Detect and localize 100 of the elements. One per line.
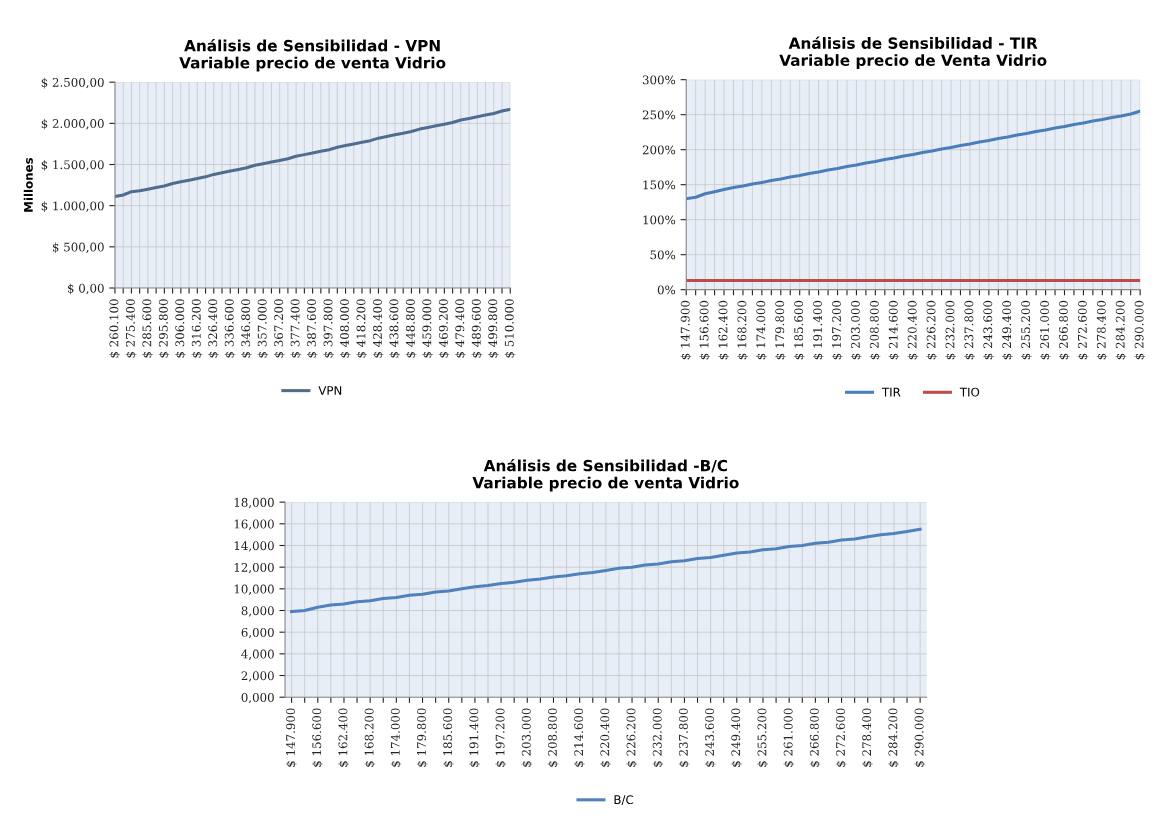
x-tick-label: $ 510.000 — [504, 299, 516, 358]
x-tick-label: $ 156.600 — [699, 300, 711, 360]
x-tick-label: $ 357.000 — [257, 299, 269, 358]
chart-title: Análisis de Sensibilidad - TIR — [788, 36, 1038, 49]
x-tick-label: $ 489.600 — [471, 299, 483, 358]
x-tick-label: $ 214.600 — [573, 708, 585, 767]
y-tick-label: $ 2.000,00 — [41, 118, 104, 130]
x-tick-label: $ 469.200 — [438, 299, 450, 358]
y-tick-label: $ 500,00 — [52, 242, 104, 254]
line-series — [686, 109, 1141, 201]
x-tick-label: $ 284.200 — [888, 708, 899, 767]
line-series — [290, 527, 922, 614]
x-tick-label: $ 272.600 — [835, 708, 847, 767]
x-tick-label: $ 479.400 — [455, 299, 466, 358]
x-tick-label: $ 275.400 — [125, 299, 137, 358]
y-tick-label: 14,000 — [234, 541, 274, 552]
x-tick-label: $ 237.800 — [964, 300, 975, 360]
x-tick-label: $ 208.800 — [869, 300, 881, 360]
line-series — [114, 107, 511, 199]
chart-title: Análisis de Sensibilidad -B/C — [483, 458, 728, 473]
x-tick-label: $ 249.400 — [1002, 300, 1013, 360]
y-tick-label: 8,000 — [241, 606, 274, 617]
x-tick-label: $ 197.200 — [831, 300, 843, 360]
y-tick-label: $ 1.500,00 — [41, 160, 104, 171]
y-tick-label: 6,000 — [241, 627, 274, 639]
y-tick-label: $ 2.500,00 — [41, 77, 104, 89]
x-tick-label: $ 397.800 — [323, 299, 335, 358]
x-tick-label: $ 243.600 — [704, 708, 716, 767]
x-tick-label: $ 266.800 — [809, 708, 821, 767]
y-axis-title: Millones — [23, 157, 33, 212]
x-tick-label: $ 285.600 — [142, 299, 153, 358]
x-tick-label: $ 438.600 — [389, 299, 400, 358]
x-tick-label: $ 156.600 — [312, 708, 323, 767]
x-tick-label: $ 168.200 — [737, 300, 748, 360]
x-tick-label: $ 408.000 — [339, 299, 351, 358]
x-tick-label: $ 168.200 — [364, 708, 376, 767]
legend-label: TIO — [959, 387, 980, 397]
x-tick-label: $ 174.000 — [756, 300, 767, 360]
y-tick-label: 50% — [650, 250, 676, 260]
x-tick-label: $ 459.000 — [422, 299, 433, 358]
x-tick-label: $ 185.600 — [443, 708, 454, 767]
y-tick-label: 100% — [643, 215, 676, 225]
y-tick-label: $ 1.000,00 — [41, 201, 104, 212]
x-tick-label: $ 249.400 — [731, 708, 742, 767]
legend-label: TIR — [881, 387, 901, 397]
x-tick-label: $ 326.400 — [208, 299, 219, 358]
x-tick-label: $ 237.800 — [678, 708, 690, 767]
x-tick-label: $ 191.400 — [469, 708, 480, 767]
chart-subtitle: Variable precio de venta Vidrio — [472, 476, 739, 492]
x-tick-label: $ 266.800 — [1058, 300, 1070, 360]
y-tick-label: 300% — [642, 75, 676, 85]
legend-label: B/C — [614, 795, 634, 806]
x-tick-label: $ 226.200 — [626, 708, 638, 767]
x-tick-label: $ 203.000 — [850, 300, 862, 360]
y-tick-label: 12,000 — [234, 562, 274, 574]
x-tick-label: $ 377.400 — [290, 299, 302, 358]
x-tick-label: $ 179.800 — [775, 300, 786, 360]
x-tick-label: $ 220.400 — [907, 300, 919, 360]
x-tick-label: $ 316.200 — [191, 299, 203, 358]
y-tick-label: 4,000 — [241, 649, 274, 660]
x-tick-label: $ 418.200 — [356, 299, 368, 358]
chart-subtitle: Variable precio de Venta Vidrio — [779, 54, 1047, 69]
x-tick-label: $ 255.200 — [1020, 300, 1032, 360]
y-tick-label: 10,000 — [234, 584, 274, 595]
x-tick-label: $ 162.400 — [338, 708, 349, 767]
x-tick-label: $ 272.600 — [1077, 300, 1089, 360]
chart-subtitle: Variable precio de venta Vidrio — [179, 56, 446, 72]
x-tick-label: $ 278.400 — [1096, 300, 1108, 360]
legend-label: VPN — [318, 386, 342, 395]
x-tick-label: $ 162.400 — [718, 300, 730, 360]
x-tick-label: $ 214.600 — [888, 300, 900, 360]
x-tick-label: $ 220.400 — [600, 708, 611, 767]
x-tick-label: $ 232.000 — [652, 708, 664, 767]
y-tick-label: 18,000 — [234, 497, 274, 509]
x-tick-label: $ 197.200 — [495, 708, 507, 767]
x-tick-label: $ 261.000 — [1039, 300, 1051, 360]
x-tick-label: $ 260.100 — [109, 299, 120, 358]
x-tick-label: $ 284.200 — [1115, 300, 1127, 360]
y-tick-label: 0% — [657, 285, 676, 295]
x-tick-label: $ 185.600 — [793, 300, 805, 360]
x-tick-label: $ 232.000 — [945, 300, 956, 360]
y-tick-label: 150% — [643, 180, 676, 190]
x-tick-label: $ 255.200 — [757, 708, 768, 767]
x-tick-label: $ 261.000 — [783, 708, 795, 767]
x-tick-label: $ 306.000 — [175, 299, 186, 358]
x-tick-label: $ 174.000 — [390, 708, 402, 767]
x-tick-label: $ 499.800 — [488, 299, 499, 358]
chart-title: Análisis de Sensibilidad - VPN — [184, 38, 440, 52]
x-tick-label: $ 290.000 — [914, 708, 926, 767]
x-tick-label: $ 226.200 — [926, 300, 938, 360]
x-tick-label: $ 191.400 — [812, 300, 824, 360]
x-tick-label: $ 147.900 — [680, 300, 692, 360]
y-tick-label: 250% — [642, 110, 676, 120]
x-tick-label: $ 179.800 — [416, 708, 428, 767]
y-tick-label: 16,000 — [234, 519, 274, 530]
x-tick-label: $ 208.800 — [547, 708, 559, 767]
x-tick-label: $ 147.900 — [285, 708, 297, 767]
x-tick-label: $ 243.600 — [983, 300, 994, 360]
x-tick-label: $ 428.400 — [372, 299, 384, 358]
y-tick-label: 200% — [642, 145, 676, 155]
